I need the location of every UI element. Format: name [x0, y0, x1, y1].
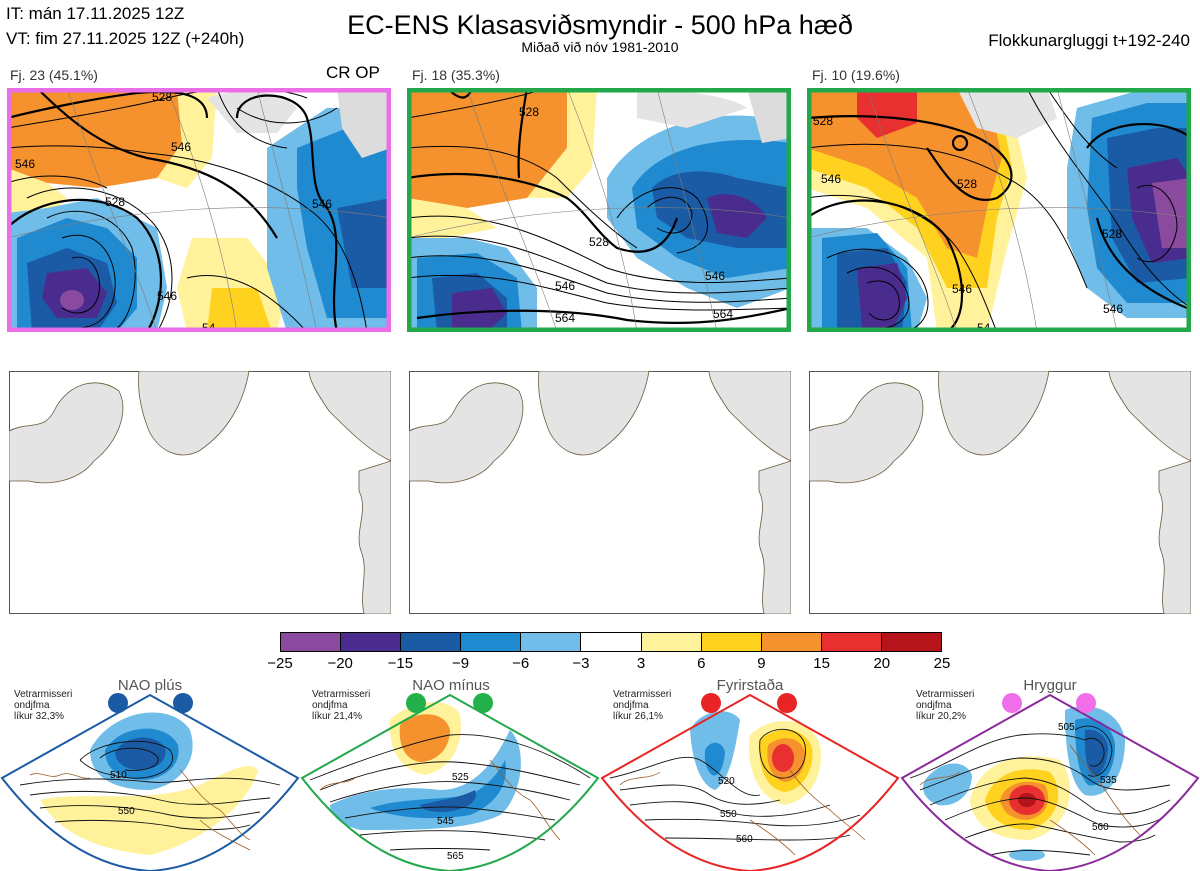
- empty-map-3: [809, 371, 1191, 614]
- cluster-3-contour-label: 528: [957, 177, 977, 191]
- colorbar-tick-label: −20: [327, 655, 353, 672]
- page-subtitle: Miðað við nóv 1981-2010: [521, 39, 679, 55]
- regime-1-contour-label: 510: [110, 770, 127, 781]
- regime-map-nao-plus: 510 550: [0, 693, 300, 871]
- colorbar-tick-label: 25: [933, 655, 951, 672]
- regime-2-name: NAO mínus: [412, 677, 490, 694]
- classification-window: Flokkunargluggi t+192-240: [988, 31, 1190, 50]
- regime-1-note: Vetrarmisseri ondjfma líkur 32,3%: [14, 689, 73, 722]
- colorbar-segment: [580, 633, 641, 651]
- regime-3-dot-left: [701, 693, 721, 713]
- regime-2-contour-label: 565: [447, 851, 464, 862]
- cluster-2-contour-label: 564: [555, 311, 575, 325]
- colorbar-tick-label: −6: [512, 655, 530, 672]
- colorbar: [280, 632, 942, 652]
- regime-map-blocking: 520 550 560: [600, 693, 900, 871]
- regime-1-dot-left: [108, 693, 128, 713]
- colorbar-tick-label: −25: [267, 655, 293, 672]
- cluster-1-map: 528 546 546 528 546 54 546: [7, 88, 391, 332]
- cluster-3-contour-label: 546: [1103, 302, 1123, 316]
- colorbar-segment: [460, 633, 521, 651]
- regime-4-dot-left: [1002, 693, 1022, 713]
- cluster-2-contour-label: 528: [589, 235, 609, 249]
- regime-3-contour-label: 560: [736, 834, 753, 845]
- regime-2-dot-left: [406, 693, 426, 713]
- colorbar-segment: [640, 633, 701, 651]
- cluster-1-label: Fj. 23 (45.1%): [10, 67, 98, 83]
- empty-map-1: [9, 371, 391, 614]
- colorbar-tick-label: 6: [697, 655, 706, 672]
- colorbar-tick-label: 9: [757, 655, 766, 672]
- colorbar-tick-label: 20: [873, 655, 891, 672]
- regime-4-name: Hryggur: [1023, 677, 1077, 694]
- regime-3-dot-right: [777, 693, 797, 713]
- colorbar-segment: [281, 633, 341, 651]
- cluster-2-map: 528 528 546 546 564 564: [407, 88, 791, 332]
- cluster-3-contour-label: 528: [1102, 227, 1122, 241]
- regime-3-note: Vetrarmisseri ondjfma líkur 26,1%: [613, 689, 672, 722]
- cluster-3-contour-label: 546: [821, 172, 841, 186]
- cluster-1-contour-label: 546: [15, 157, 35, 171]
- init-time: IT: mán 17.11.2025 12Z: [6, 4, 185, 23]
- regime-2-note: Vetrarmisseri ondjfma líkur 21,4%: [312, 689, 371, 722]
- cluster-1-contour-label: 528: [152, 90, 172, 104]
- colorbar-segment: [880, 633, 942, 651]
- regime-1-dot-right: [173, 693, 193, 713]
- colorbar-segment: [760, 633, 821, 651]
- regime-4-note: Vetrarmisseri ondjfma líkur 20,2%: [916, 689, 975, 722]
- cluster-1-extra: CR OP: [326, 63, 380, 82]
- cluster-1-contour-label: 546: [312, 197, 332, 211]
- regime-map-nao-minus: 525 545 565: [300, 693, 600, 871]
- regime-3-contour-label: 550: [720, 809, 737, 820]
- regime-4-contour-label: 535: [1100, 775, 1117, 786]
- regime-4-contour-label: 505: [1058, 722, 1075, 733]
- cluster-3-contour-label: 528: [813, 114, 833, 128]
- cluster-1-contour-label: 54: [202, 321, 216, 332]
- page-title: EC-ENS Klasasviðsmyndir - 500 hPa hæð: [347, 10, 853, 40]
- empty-map-2: [409, 371, 791, 614]
- cluster-3-map: 528 528 546 546 528 546 54: [807, 88, 1191, 332]
- colorbar-segment: [520, 633, 581, 651]
- cluster-2-contour-label: 564: [713, 307, 733, 321]
- valid-time: VT: fim 27.11.2025 12Z (+240h): [6, 29, 245, 48]
- colorbar-segment: [700, 633, 761, 651]
- colorbar-segment: [340, 633, 401, 651]
- cluster-2-contour-label: 528: [519, 105, 539, 119]
- regime-3-contour-label: 520: [718, 776, 735, 787]
- regime-2-dot-right: [473, 693, 493, 713]
- colorbar-segment: [820, 633, 881, 651]
- cluster-3-contour-label: 54: [977, 321, 991, 332]
- cluster-2-label: Fj. 18 (35.3%): [412, 67, 500, 83]
- cluster-1-contour-label: 546: [171, 140, 191, 154]
- colorbar-tick-label: −9: [451, 655, 470, 672]
- colorbar-tick-label: −15: [387, 655, 414, 672]
- regime-1-name: NAO plús: [117, 677, 183, 694]
- cluster-3-contour-label: 546: [952, 282, 972, 296]
- cluster-1-contour-label: 528: [105, 195, 125, 209]
- regime-2-contour-label: 525: [452, 772, 469, 783]
- colorbar-segment: [400, 633, 461, 651]
- regime-map-ridge: 505 535 560: [900, 693, 1200, 871]
- regime-3-name: Fyrirstaða: [716, 677, 784, 694]
- cluster-2-contour-label: 546: [705, 269, 725, 283]
- cluster-3-label: Fj. 10 (19.6%): [812, 67, 900, 83]
- cluster-1-contour-label: 546: [157, 289, 177, 303]
- colorbar-tick-label: 3: [636, 655, 646, 672]
- regime-1-contour-label: 550: [118, 806, 135, 817]
- cluster-2-contour-label: 546: [555, 279, 575, 293]
- regime-4-dot-right: [1076, 693, 1096, 713]
- colorbar-tick-label: 15: [813, 655, 830, 672]
- colorbar-tick-label: −3: [572, 655, 590, 672]
- regime-4-contour-label: 560: [1092, 822, 1109, 833]
- regime-2-contour-label: 545: [437, 816, 454, 827]
